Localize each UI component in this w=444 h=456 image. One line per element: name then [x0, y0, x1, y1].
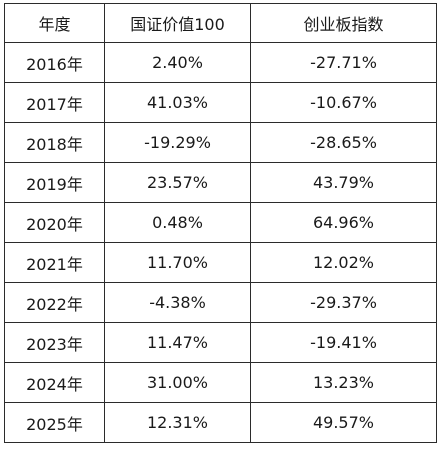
cell-value100: 11.47% [104, 322, 251, 363]
cell-year: 2025年 [4, 402, 105, 443]
cell-year: 2021年 [4, 242, 105, 283]
cell-value100: 31.00% [104, 362, 251, 403]
cell-value100: 11.70% [104, 242, 251, 283]
cell-chinext: -29.37% [250, 282, 437, 323]
header-value100: 国证价值100 [104, 3, 251, 43]
header-year: 年度 [4, 3, 105, 43]
cell-chinext: 64.96% [250, 202, 437, 243]
table-row: 2018年 -19.29% -28.65% [4, 122, 437, 163]
cell-value100: 41.03% [104, 82, 251, 123]
table-row: 2022年 -4.38% -29.37% [4, 282, 437, 323]
cell-year: 2020年 [4, 202, 105, 243]
cell-year: 2018年 [4, 122, 105, 163]
cell-value100: 12.31% [104, 402, 251, 443]
table-row: 2020年 0.48% 64.96% [4, 202, 437, 243]
cell-value100: -19.29% [104, 122, 251, 163]
cell-chinext: -19.41% [250, 322, 437, 363]
table-row: 2017年 41.03% -10.67% [4, 82, 437, 123]
returns-table: 年度 国证价值100 创业板指数 2016年 2.40% -27.71% 201… [4, 3, 437, 443]
cell-value100: 2.40% [104, 42, 251, 83]
cell-year: 2016年 [4, 42, 105, 83]
cell-year: 2019年 [4, 162, 105, 203]
table-row: 2019年 23.57% 43.79% [4, 162, 437, 203]
cell-value100: 0.48% [104, 202, 251, 243]
cell-chinext: 13.23% [250, 362, 437, 403]
table-row: 2016年 2.40% -27.71% [4, 42, 437, 83]
table-row: 2023年 11.47% -19.41% [4, 322, 437, 363]
cell-year: 2022年 [4, 282, 105, 323]
cell-value100: -4.38% [104, 282, 251, 323]
table-row: 2021年 11.70% 12.02% [4, 242, 437, 283]
cell-year: 2017年 [4, 82, 105, 123]
table-header-row: 年度 国证价值100 创业板指数 [4, 3, 437, 43]
cell-chinext: -28.65% [250, 122, 437, 163]
cell-year: 2024年 [4, 362, 105, 403]
cell-chinext: 49.57% [250, 402, 437, 443]
cell-year: 2023年 [4, 322, 105, 363]
cell-chinext: 43.79% [250, 162, 437, 203]
cell-chinext: 12.02% [250, 242, 437, 283]
cell-chinext: -10.67% [250, 82, 437, 123]
table-row: 2025年 12.31% 49.57% [4, 402, 437, 443]
header-chinext: 创业板指数 [250, 3, 437, 43]
cell-chinext: -27.71% [250, 42, 437, 83]
cell-value100: 23.57% [104, 162, 251, 203]
table-row: 2024年 31.00% 13.23% [4, 362, 437, 403]
